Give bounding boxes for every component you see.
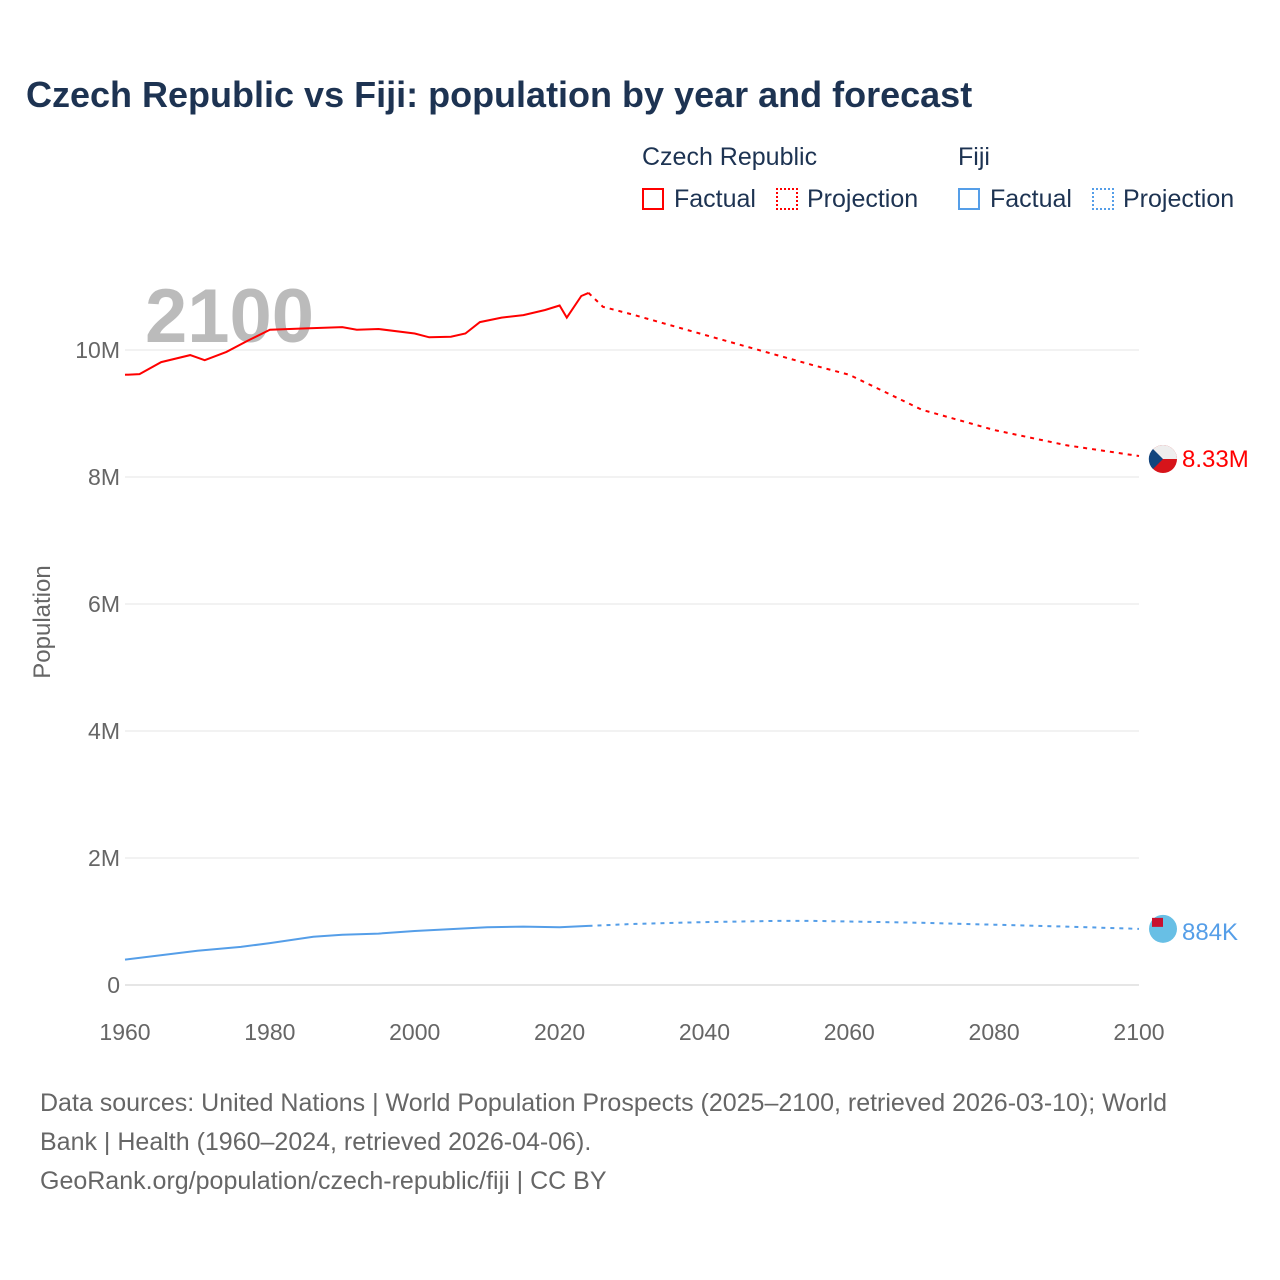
legend-fiji-projection[interactable]: Projection [1123,185,1235,213]
fiji-projection-line [588,919,1140,930]
footer-link[interactable]: GeoRank.org/population/czech-republic/fi… [40,1167,607,1195]
y-tick-label: 6M [88,591,120,617]
legend-swatch-czech-factual[interactable] [642,188,664,210]
year-watermark: 2100 [145,274,314,359]
x-tick-label: 1980 [244,1019,295,1045]
x-tick-label: 2020 [534,1019,585,1045]
czech-republic-factual-line [124,291,589,376]
fiji-flag-icon-union [1152,917,1163,927]
x-tick-label: 2000 [389,1019,440,1045]
legend-swatch-fiji-projection[interactable] [1092,188,1114,210]
chart-title: Czech Republic vs Fiji: population by ye… [26,74,973,115]
footer-sources-2: Bank | Health (1960–2024, retrieved 2026… [40,1128,592,1156]
footer-sources-1: Data sources: United Nations | World Pop… [40,1089,1168,1117]
legend-fiji-factual[interactable]: Factual [990,185,1072,213]
legend-swatch-fiji-factual[interactable] [958,188,980,210]
czech-end-label: 8.33M [1182,446,1249,473]
y-tick-label: 10M [75,337,120,363]
czech-republic-projection-line [587,292,1140,457]
y-tick-label: 2M [88,845,120,871]
legend-czech-factual[interactable]: Factual [674,185,756,213]
legend-swatch-czech-projection[interactable] [776,188,798,210]
fiji-factual-line [124,924,589,961]
x-tick-label: 2080 [969,1019,1020,1045]
x-tick-label: 2060 [824,1019,875,1045]
legend-czech-projection[interactable]: Projection [807,185,919,213]
legend-group-fiji: Fiji [958,143,990,171]
x-tick-label: 2040 [679,1019,730,1045]
y-axis-label: Population [29,565,56,678]
y-tick-label: 4M [88,718,120,744]
x-tick-label: 1960 [99,1019,150,1045]
y-tick-label: 0 [107,972,120,998]
y-tick-label: 8M [88,464,120,490]
x-tick-label: 2100 [1113,1019,1164,1045]
czech-flag-icon-blue [1148,449,1163,470]
legend-group-czech: Czech Republic [642,143,818,171]
fiji-end-label: 884K [1182,919,1238,946]
